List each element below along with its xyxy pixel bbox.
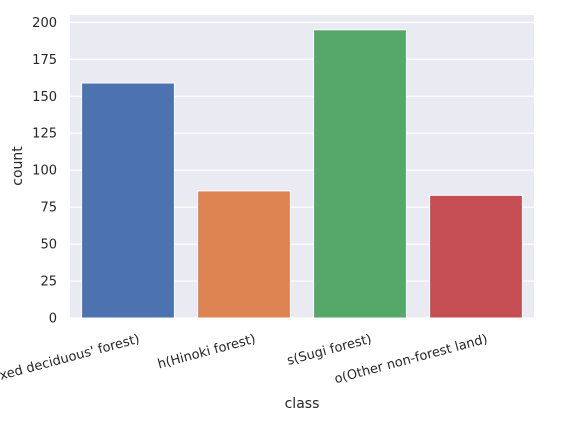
x-tick-label: h(Hinoki forest) (156, 332, 257, 373)
x-tick-label: s(Sugi forest) (286, 332, 374, 369)
y-axis-label: count (10, 146, 26, 186)
y-tick-label: 50 (40, 238, 57, 253)
bar-2 (314, 30, 407, 318)
y-tick-label: 175 (32, 53, 57, 68)
y-tick-label: 75 (40, 201, 57, 216)
bar-0 (82, 83, 175, 318)
y-tick-label: 0 (49, 312, 57, 327)
y-tick-label: 25 (40, 275, 57, 290)
y-tick-label: 100 (32, 164, 57, 179)
x-tick-labels: d(Mixed deciduous' forest) h(Hinoki fores… (0, 332, 489, 391)
y-tick-label: 200 (32, 16, 57, 31)
y-tick-labels: 0 25 50 75 100 125 150 175 200 (32, 16, 57, 327)
y-tick-label: 150 (32, 90, 57, 105)
bar-3 (430, 195, 523, 318)
x-tick-label: d(Mixed deciduous' forest) (0, 332, 141, 391)
x-axis-label: class (285, 396, 320, 412)
bar-1 (198, 191, 291, 318)
y-tick-label: 125 (32, 127, 57, 142)
